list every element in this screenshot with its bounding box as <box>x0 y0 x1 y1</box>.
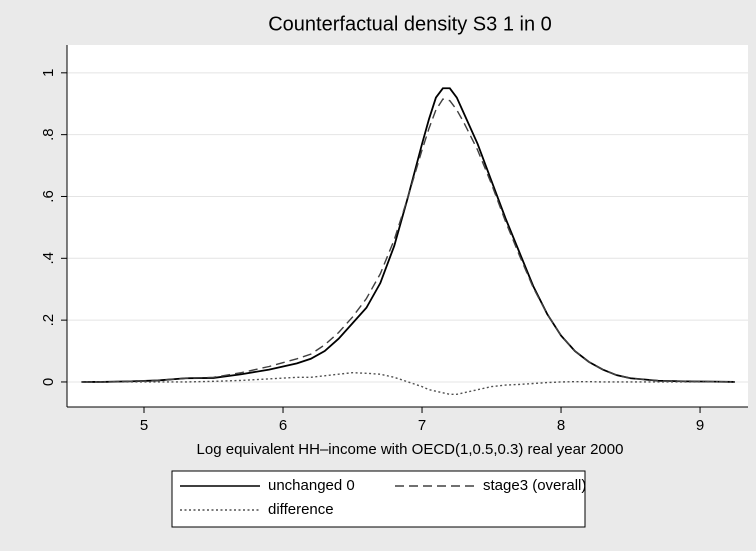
y-tick-label: .2 <box>40 314 57 327</box>
x-tick-label: 7 <box>418 417 426 434</box>
legend-label: difference <box>268 501 334 518</box>
legend-label: stage3 (overall) <box>483 477 586 494</box>
y-tick-label: 0 <box>40 378 57 386</box>
series-line <box>81 371 735 396</box>
legend-box <box>171 470 586 528</box>
legend-label: unchanged 0 <box>268 477 355 494</box>
y-tick-label: .6 <box>40 190 57 203</box>
chart-title: Counterfactual density S3 1 in 0 <box>268 13 552 35</box>
x-axis-label: Log equivalent HH–income with OECD(1,0.5… <box>197 441 624 458</box>
y-tick-label: .8 <box>40 128 57 141</box>
x-tick-label: 8 <box>557 417 565 434</box>
plot-area <box>67 45 748 407</box>
x-tick-label: 5 <box>140 417 148 434</box>
series-line <box>81 98 735 383</box>
x-tick-label: 6 <box>279 417 287 434</box>
y-tick-label: 1 <box>40 69 57 77</box>
x-tick-label: 9 <box>696 417 704 434</box>
y-tick-label: .4 <box>40 252 57 265</box>
